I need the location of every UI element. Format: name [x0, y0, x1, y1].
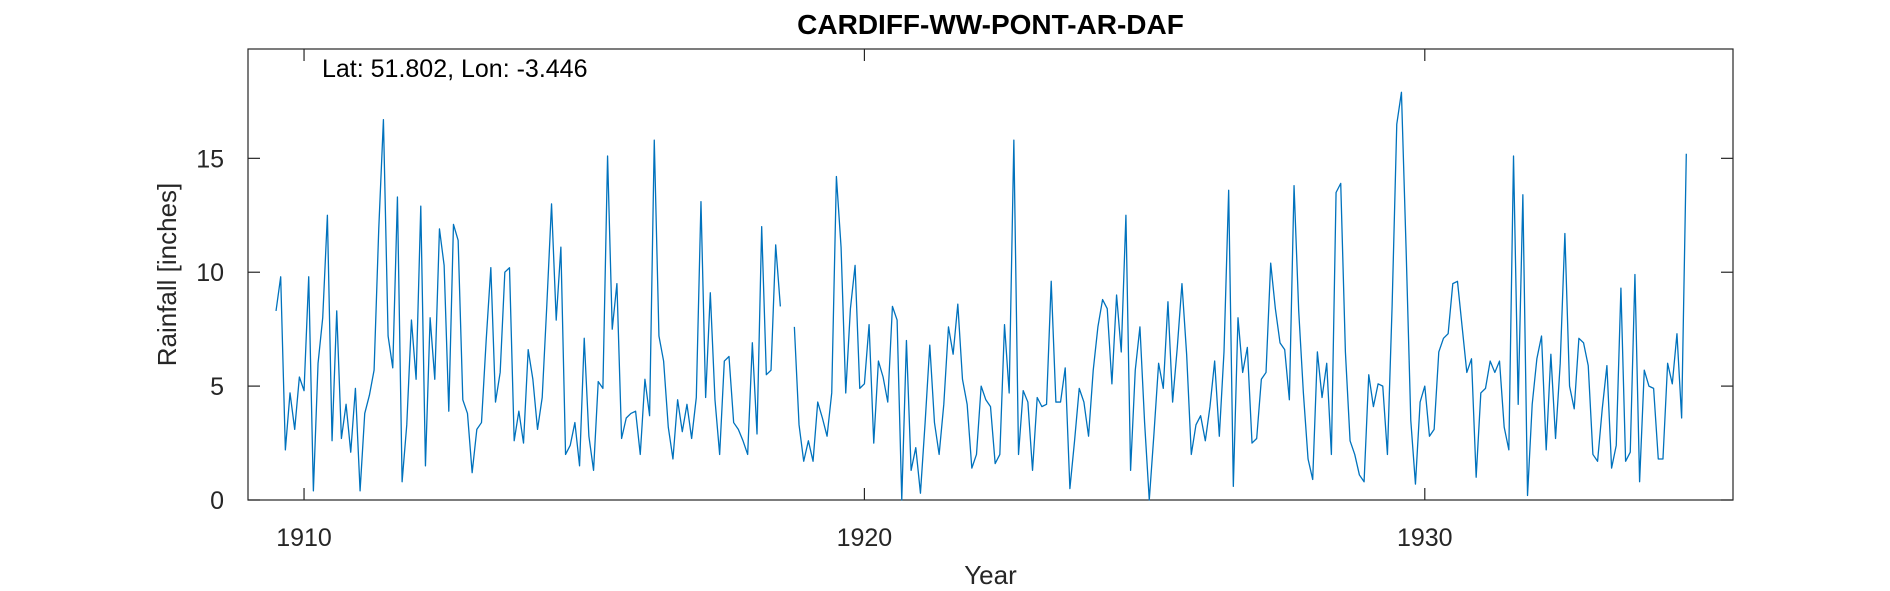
y-tick-label: 0	[210, 487, 224, 515]
series-layer	[275, 91, 1687, 501]
x-tick-label: 1910	[276, 524, 332, 552]
plot-area	[247, 48, 1734, 501]
rainfall-series-line	[793, 91, 1687, 501]
y-tick-label: 15	[196, 145, 224, 173]
x-tick-label: 1920	[837, 524, 893, 552]
location-annotation: Lat: 51.802, Lon: -3.446	[322, 55, 588, 83]
y-tick-label: 5	[210, 373, 224, 401]
tick-labels: 1910 1920 1930 0 5 10 15	[196, 145, 1452, 552]
rainfall-series-line	[275, 118, 782, 492]
y-axis-label: Rainfall [inches]	[152, 183, 182, 367]
chart-title: CARDIFF-WW-PONT-AR-DAF	[797, 9, 1184, 40]
axis-ticks	[248, 49, 1733, 501]
x-tick-label: 1930	[1397, 524, 1453, 552]
x-axis-label: Year	[964, 560, 1017, 590]
y-tick-label: 10	[196, 259, 224, 287]
